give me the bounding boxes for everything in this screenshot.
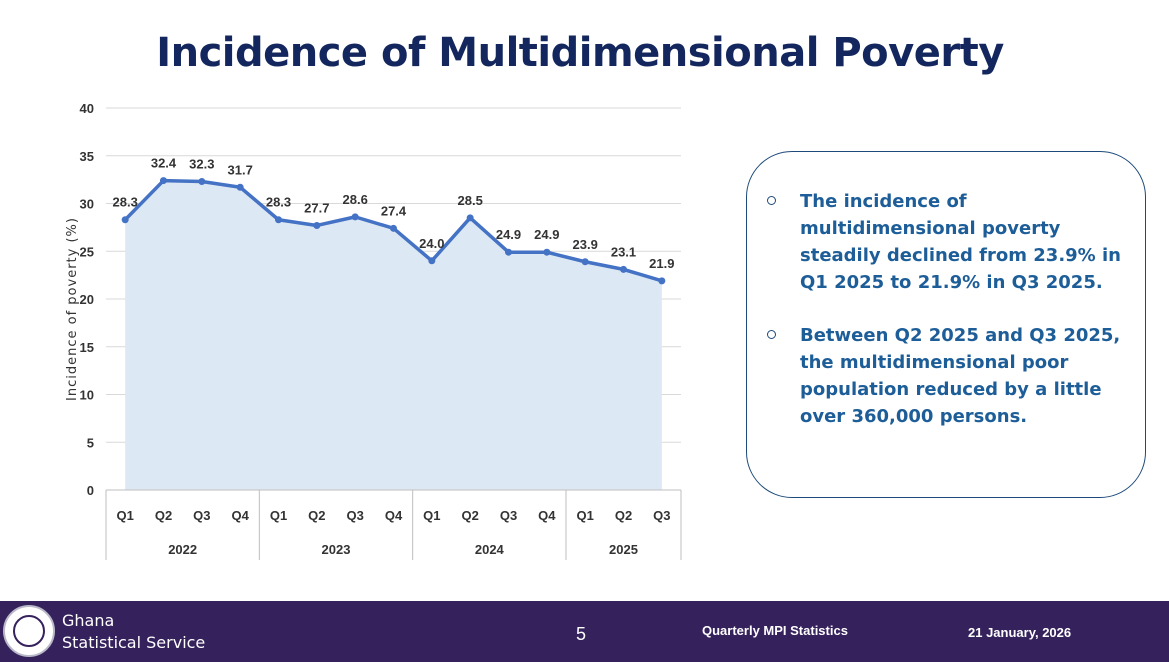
data-label: 28.5 — [458, 193, 483, 208]
data-point — [505, 248, 512, 256]
y-tick-label: 25 — [80, 244, 94, 259]
y-axis-ticks: 0 5 10 15 20 25 30 35 40 — [80, 101, 94, 498]
year-group-label: 2024 — [475, 542, 505, 557]
y-tick-label: 5 — [87, 435, 94, 450]
data-point — [428, 257, 436, 265]
data-point — [620, 265, 627, 273]
x-tick-label: Q4 — [385, 508, 403, 523]
y-tick-label: 20 — [80, 292, 94, 307]
data-label: 27.4 — [381, 203, 407, 218]
data-label: 21.9 — [649, 256, 674, 271]
year-group-label: 2025 — [609, 542, 638, 557]
data-point — [198, 178, 206, 186]
data-point — [658, 277, 666, 285]
poverty-chart: 28.3 32.4 32.3 31.7 28.3 27.7 28.6 27.4 24.0 28.5… — [65, 101, 682, 560]
data-point — [581, 258, 589, 266]
x-tick-label: Q1 — [270, 508, 287, 523]
data-point — [351, 213, 359, 221]
x-tick-label: Q1 — [576, 508, 593, 523]
x-tick-label: Q1 — [423, 508, 440, 523]
org-name-line2: Statistical Service — [62, 633, 206, 652]
org-name: Ghana Statistical Service — [62, 610, 205, 654]
y-axis-label: Incidence of poverty (%) — [65, 217, 80, 401]
data-label: 28.3 — [113, 195, 138, 210]
x-tick-label: Q3 — [193, 508, 210, 523]
x-tick-label: Q3 — [500, 508, 517, 523]
x-tick-label: Q4 — [231, 508, 249, 523]
x-tick-label: Q4 — [538, 508, 556, 523]
logo-emblem-icon — [13, 615, 45, 647]
x-tick-label: Q3 — [346, 508, 363, 523]
y-tick-label: 10 — [80, 388, 94, 403]
data-point — [543, 248, 551, 256]
data-point — [466, 214, 474, 222]
note-text: Between Q2 2025 and Q3 2025, the multidi… — [800, 325, 1121, 427]
note-item: The incidence of multidimensional povert… — [767, 188, 1123, 296]
y-tick-label: 30 — [80, 197, 94, 212]
page-title: Incidence of Multidimensional Poverty — [156, 30, 1004, 76]
data-label: 32.3 — [189, 157, 214, 172]
year-group-label: 2022 — [168, 542, 197, 557]
report-date: 21 January, 2026 — [968, 625, 1072, 640]
page-number: 5 — [576, 624, 587, 644]
x-axis: Q1 Q2 Q3 Q4 Q1 Q2 Q3 Q4 Q1 Q2 Q3 Q4 Q1 Q2 Q3 2022 2023 20… — [105, 489, 682, 560]
y-tick-label: 35 — [80, 149, 94, 164]
y-tick-label: 15 — [80, 340, 94, 355]
data-label: 28.3 — [266, 195, 291, 210]
data-labels: 28.3 32.4 32.3 31.7 28.3 27.7 28.6 27.4 24.0 28.5… — [113, 156, 675, 271]
data-points — [121, 177, 666, 285]
report-title: Quarterly MPI Statistics — [702, 623, 848, 638]
year-group-label: 2023 — [322, 542, 351, 557]
x-tick-label: Q3 — [653, 508, 670, 523]
data-label: 24.9 — [534, 227, 559, 242]
footer-bar: Ghana Statistical Service 5 Quarterly MP… — [0, 601, 1169, 662]
data-point — [160, 177, 167, 185]
bullet-circle-icon — [767, 196, 776, 205]
data-label: 23.1 — [611, 244, 636, 259]
note-item: Between Q2 2025 and Q3 2025, the multidi… — [767, 322, 1123, 430]
data-point — [236, 183, 244, 191]
data-point — [313, 221, 321, 229]
x-tick-label: Q1 — [116, 508, 133, 523]
series-area — [125, 180, 662, 490]
data-label: 24.0 — [419, 236, 444, 251]
notes-panel: The incidence of multidimensional povert… — [746, 151, 1146, 498]
note-text: The incidence of multidimensional povert… — [800, 191, 1121, 293]
bullet-circle-icon — [767, 330, 776, 339]
y-tick-label: 0 — [87, 483, 94, 498]
data-label: 23.9 — [573, 237, 598, 252]
y-tick-label: 40 — [80, 101, 94, 116]
data-label: 27.7 — [304, 200, 329, 215]
data-label: 32.4 — [151, 156, 177, 171]
org-name-line1: Ghana — [62, 611, 115, 630]
data-point — [390, 224, 397, 232]
data-label: 28.6 — [343, 192, 368, 207]
data-point — [275, 216, 282, 224]
data-label: 24.9 — [496, 227, 521, 242]
gss-logo — [3, 605, 55, 657]
data-label: 31.7 — [228, 162, 253, 177]
x-tick-label: Q2 — [461, 508, 478, 523]
x-tick-label: Q2 — [155, 508, 172, 523]
x-tick-label: Q2 — [615, 508, 632, 523]
data-point — [121, 216, 129, 224]
x-tick-label: Q2 — [308, 508, 325, 523]
